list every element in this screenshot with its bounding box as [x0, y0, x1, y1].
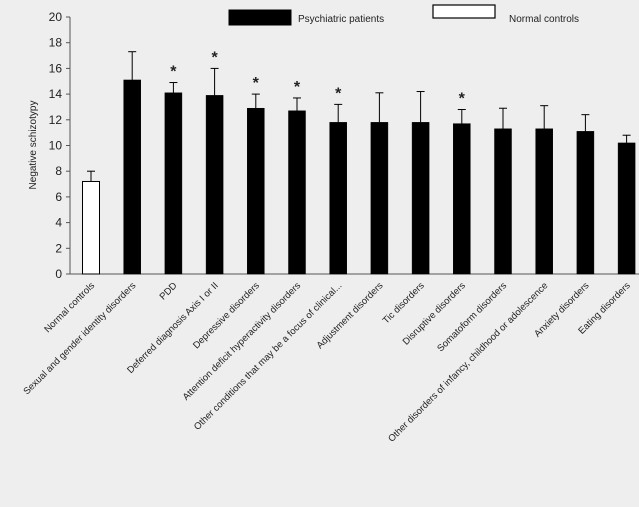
y-tick-label-20: 20	[49, 10, 63, 24]
y-tick-label-12: 12	[49, 113, 63, 127]
bar-11	[535, 128, 553, 275]
significance-marker-5: *	[294, 79, 301, 96]
legend-label-normal-controls: Normal controls	[509, 14, 579, 25]
y-tick-label-4: 4	[55, 216, 62, 230]
x-tick-label-11: Other disorders of infancy, childhood or…	[386, 280, 550, 444]
legend-label-psychiatric-patients: Psychiatric patients	[298, 14, 384, 25]
bar-12	[576, 131, 595, 275]
bar-3	[205, 95, 224, 275]
bar-6	[329, 122, 347, 275]
bar-1	[123, 79, 141, 275]
y-axis-label: Negative schizotypy	[28, 101, 39, 190]
bar-10	[494, 128, 512, 275]
bar-13	[617, 142, 636, 275]
bar-9	[453, 123, 471, 275]
significance-marker-6: *	[335, 85, 342, 102]
bar-5	[288, 110, 306, 275]
legend: Psychiatric patients Normal controls	[228, 4, 579, 26]
bar-2	[164, 92, 183, 275]
y-tick-label-14: 14	[49, 87, 63, 101]
legend-swatch-normal-controls	[432, 4, 496, 19]
x-tick-label-2: PDD	[158, 280, 180, 302]
y-tick-label-10: 10	[49, 139, 63, 153]
bar-8	[411, 122, 430, 275]
y-tick-label-16: 16	[49, 61, 63, 75]
y-tick-label-18: 18	[49, 36, 63, 50]
significance-marker-3: *	[211, 49, 218, 66]
bar-4	[247, 107, 265, 275]
significance-marker-4: *	[253, 75, 260, 92]
x-tick-label-6: Other conditions that may be a focus of …	[192, 280, 344, 432]
y-tick-label-2: 2	[55, 241, 62, 255]
significance-marker-9: *	[459, 91, 466, 108]
bars-group: * * * * * *	[82, 49, 636, 275]
y-tick-label-6: 6	[55, 190, 62, 204]
bar-0	[82, 180, 100, 275]
y-tick-label-8: 8	[55, 164, 62, 178]
significance-marker-2: *	[170, 64, 177, 81]
y-tick-label-0: 0	[55, 267, 62, 281]
bar-7	[370, 122, 389, 275]
x-tick-label-10: Somatoform disorders	[435, 280, 509, 354]
legend-swatch-psychiatric-patients	[228, 9, 292, 26]
